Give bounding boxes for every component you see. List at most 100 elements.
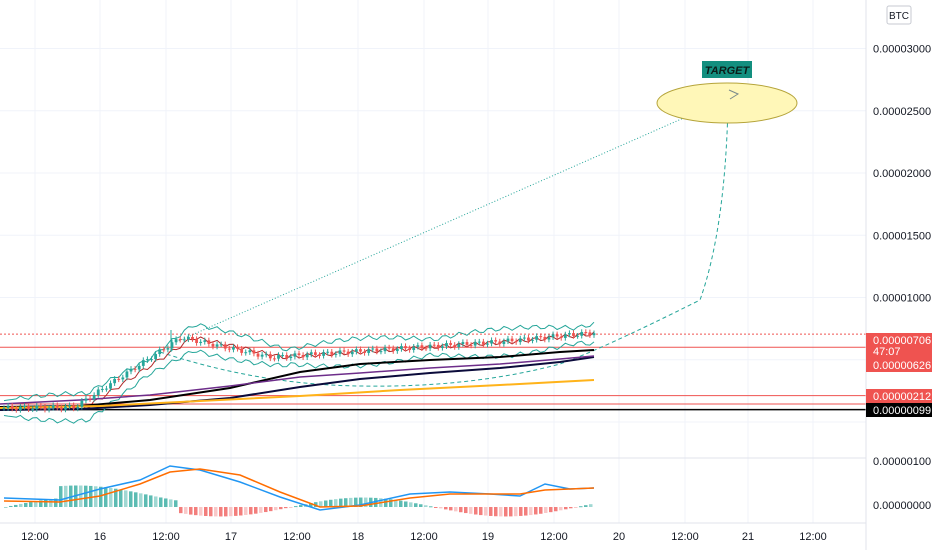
histogram-bar <box>309 503 313 507</box>
candle-body <box>551 334 555 338</box>
candle-body <box>428 344 432 349</box>
candle-body <box>170 342 174 349</box>
histogram-bar <box>159 497 163 507</box>
time-tick-label[interactable]: 12:00 <box>671 531 699 543</box>
histogram-bar <box>394 499 398 507</box>
histogram-bar <box>189 507 193 515</box>
time-axis-labels[interactable]: 12:00 16 12:00 17 12:00 18 12:00 19 12:00 20 12:00… <box>21 531 827 543</box>
price-tag-value: 0.00000212 <box>873 391 931 403</box>
candle-body <box>371 348 375 350</box>
time-tick-label[interactable]: 12:00 <box>152 531 180 543</box>
candle-body <box>105 388 108 390</box>
histogram-bar <box>319 501 323 507</box>
histogram-bar <box>359 497 363 507</box>
target-ellipse[interactable] <box>656 82 798 124</box>
histogram-bar <box>214 507 218 517</box>
target-label: TARGET <box>705 65 751 77</box>
time-tick-label[interactable]: 18 <box>352 531 364 543</box>
candle-body <box>568 333 571 335</box>
candle-body <box>289 356 293 359</box>
candle-body <box>59 407 63 410</box>
candle-body <box>531 339 534 341</box>
candle-body <box>342 350 346 352</box>
time-tick-label[interactable]: 17 <box>225 531 237 543</box>
candle-body <box>383 347 387 352</box>
target-zone[interactable]: TARGET <box>656 61 798 124</box>
candle-body <box>522 337 526 339</box>
candle-body <box>457 344 461 347</box>
time-tick-label[interactable]: 12:00 <box>799 531 827 543</box>
histogram-bar <box>184 507 188 514</box>
time-tick-label[interactable]: 16 <box>94 531 106 543</box>
price-tick-label[interactable]: 0.00001500 <box>873 230 931 242</box>
histogram-bar <box>154 496 158 507</box>
histogram-bar <box>579 506 583 508</box>
histogram-bar <box>454 507 458 512</box>
candle-body <box>252 350 256 354</box>
histogram-bar <box>404 501 408 507</box>
histogram-bar <box>264 507 268 513</box>
time-tick-label[interactable]: 12:00 <box>410 531 438 543</box>
price-tick-label[interactable]: 0.00002000 <box>873 168 931 180</box>
indicator-tick-label[interactable]: 0.00000100 <box>873 456 931 468</box>
candle-body <box>23 406 26 408</box>
histogram-bar <box>139 493 143 507</box>
histogram-bar <box>104 487 108 507</box>
target-label-box <box>702 61 752 78</box>
candle-body <box>477 341 481 343</box>
histogram-bar <box>209 507 213 517</box>
histogram-bar <box>254 507 258 514</box>
histogram-bar <box>389 499 393 507</box>
candle-body <box>166 348 170 350</box>
candle-body <box>47 407 51 410</box>
candle-body <box>481 341 485 345</box>
candle-body <box>51 405 55 408</box>
candle-body <box>379 351 383 353</box>
candle-body <box>76 406 80 409</box>
histogram-bar <box>464 507 468 514</box>
currency-button-frame[interactable] <box>886 5 912 25</box>
candle-body <box>14 408 18 410</box>
histogram-bar <box>64 485 68 507</box>
indicator-axis-labels[interactable]: 0.00000100 0.00000000 <box>873 456 931 512</box>
candle-body <box>436 344 440 348</box>
candle-body <box>445 343 448 347</box>
main-price-pane: TARGET <box>0 61 866 424</box>
candle-body <box>150 359 153 361</box>
price-tick-label[interactable]: 0.00001000 <box>873 293 931 305</box>
price-tick-label[interactable]: 0.00002500 <box>873 106 931 118</box>
histogram-bar <box>424 505 428 507</box>
histogram-bar <box>539 507 543 514</box>
price-tag-value: 0.00000099 <box>873 405 931 417</box>
candle-body <box>309 352 313 355</box>
time-tick-label[interactable]: 19 <box>482 531 494 543</box>
moving-averages <box>0 349 595 411</box>
tag-spacer <box>866 356 932 360</box>
histogram-bar <box>504 507 508 517</box>
time-tick-label[interactable]: 12:00 <box>540 531 568 543</box>
candle-body <box>223 344 227 349</box>
price-tag-value: 0.00000706 <box>873 335 931 347</box>
time-tick-label[interactable]: 12:00 <box>283 531 311 543</box>
candle-body <box>113 378 117 384</box>
candle-body <box>27 406 30 410</box>
time-tick-label[interactable]: 20 <box>613 531 625 543</box>
candle-body <box>535 336 539 340</box>
candle-body <box>400 346 403 349</box>
indicator-tick-label[interactable]: 0.00000000 <box>873 500 931 512</box>
histogram-bar <box>4 507 8 508</box>
currency-button[interactable]: BTC <box>886 5 912 25</box>
time-tick-label[interactable]: 21 <box>742 531 754 543</box>
histogram-bar <box>14 504 18 507</box>
candle-body <box>498 341 502 344</box>
candle-body <box>281 355 285 357</box>
candle-body <box>211 343 215 347</box>
histogram-bar <box>29 502 33 507</box>
time-tick-label[interactable]: 12:00 <box>21 531 49 543</box>
histogram-bar <box>44 499 48 507</box>
price-tick-label[interactable]: 0.00003000 <box>873 44 931 56</box>
candle-body <box>326 351 330 353</box>
candle-body <box>510 338 514 342</box>
price-axis-labels[interactable]: 0.00003000 0.00002500 0.00002000 0.00001500… <box>873 44 931 305</box>
